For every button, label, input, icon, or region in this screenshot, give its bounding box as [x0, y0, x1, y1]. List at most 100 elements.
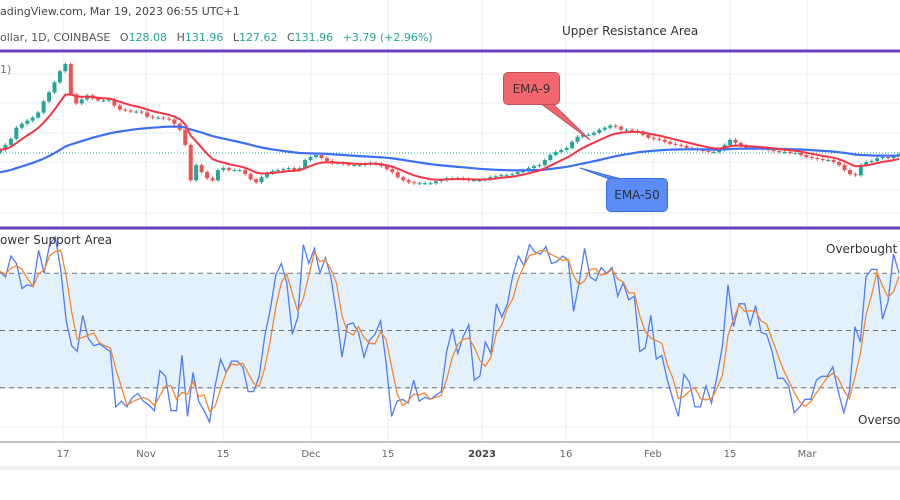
candle-body	[564, 147, 569, 150]
candle	[837, 160, 842, 167]
chart-source-timestamp: adingView.com, Mar 19, 2023 06:55 UTC+1	[0, 5, 240, 18]
candle	[619, 125, 624, 132]
candle	[711, 150, 716, 154]
candle-body	[864, 162, 869, 166]
candle-body	[798, 152, 803, 155]
candle-body	[324, 158, 329, 162]
candle-body	[52, 82, 57, 93]
candle-body	[706, 150, 711, 152]
candle-body	[602, 127, 607, 130]
candle	[221, 166, 226, 172]
candle	[733, 138, 738, 145]
candle	[183, 128, 188, 147]
candle-body	[101, 100, 106, 102]
candle-body	[417, 183, 422, 185]
candle-body	[646, 134, 651, 138]
candle-body	[346, 164, 351, 166]
candle	[406, 178, 411, 184]
candle-body	[531, 166, 536, 169]
candle	[412, 180, 417, 185]
candle-body	[630, 129, 635, 131]
candle-body	[286, 168, 291, 170]
candle	[809, 155, 814, 160]
candle-body	[226, 168, 231, 171]
candle	[188, 143, 193, 182]
candle-body	[57, 71, 62, 83]
candle	[559, 148, 564, 154]
candle-body	[782, 151, 787, 153]
high-value: 131.96	[184, 31, 224, 44]
candle-body	[439, 180, 444, 182]
close-value: 131.96	[294, 31, 334, 44]
candle	[570, 140, 575, 150]
candle-body	[499, 175, 504, 177]
candle	[597, 128, 602, 135]
candle	[586, 133, 591, 137]
candle	[668, 140, 673, 146]
candle-body	[804, 154, 809, 157]
candle	[226, 166, 231, 172]
candle-body	[79, 99, 84, 104]
candle	[8, 137, 13, 147]
candle-body	[194, 165, 199, 181]
candle-body	[254, 179, 259, 183]
candle-body	[559, 149, 564, 152]
candle-body	[357, 165, 362, 167]
candle	[210, 176, 215, 182]
candle	[679, 143, 684, 148]
candle	[63, 62, 68, 73]
candle-body	[68, 64, 73, 95]
time-axis-tick: 15	[216, 449, 230, 460]
time-axis-tick: 17	[56, 449, 70, 460]
candle-body	[205, 172, 210, 179]
candle	[199, 163, 204, 174]
candle-body	[570, 141, 575, 148]
candle-body	[41, 101, 46, 113]
candle-body	[575, 136, 580, 142]
candle-body	[19, 123, 24, 128]
candle	[657, 137, 662, 142]
candle	[101, 98, 106, 103]
candle	[831, 158, 836, 164]
candle	[815, 156, 820, 161]
candle-body	[580, 134, 585, 137]
candle	[47, 90, 52, 104]
symbol-info: ollar, 1D, COINBASE	[0, 31, 111, 44]
candle	[161, 115, 166, 121]
candle-body	[237, 170, 242, 172]
candle	[254, 177, 259, 184]
candle	[117, 103, 122, 112]
ema50-line	[0, 125, 899, 174]
candle-body	[837, 162, 842, 166]
candle	[793, 151, 798, 155]
candle	[591, 131, 596, 137]
candle-body	[303, 160, 308, 169]
candle-body	[352, 165, 357, 167]
time-axis-tick: Dec	[301, 449, 321, 460]
close-label: C	[286, 31, 295, 44]
candle-body	[597, 129, 602, 133]
low-label: L	[232, 31, 239, 44]
candle-body	[96, 98, 101, 101]
candle	[36, 110, 41, 120]
candle-body	[831, 160, 836, 163]
candle-body	[537, 165, 542, 167]
candle	[651, 136, 656, 141]
candle-body	[875, 158, 880, 162]
candle	[0, 148, 2, 155]
candle	[19, 122, 24, 130]
candle-body	[150, 116, 155, 118]
candle-body	[3, 144, 8, 150]
candle-body	[738, 142, 743, 146]
candle-body	[232, 170, 237, 172]
candle-body	[128, 110, 133, 112]
ema9-callout: EMA-9	[503, 72, 560, 105]
candle-body	[30, 117, 35, 121]
candle	[248, 172, 253, 181]
candle	[875, 156, 880, 163]
candle-body	[847, 170, 852, 175]
candle-body	[815, 158, 820, 160]
candle-body	[673, 143, 678, 145]
candle-body	[858, 165, 863, 176]
candle-body	[221, 168, 226, 171]
